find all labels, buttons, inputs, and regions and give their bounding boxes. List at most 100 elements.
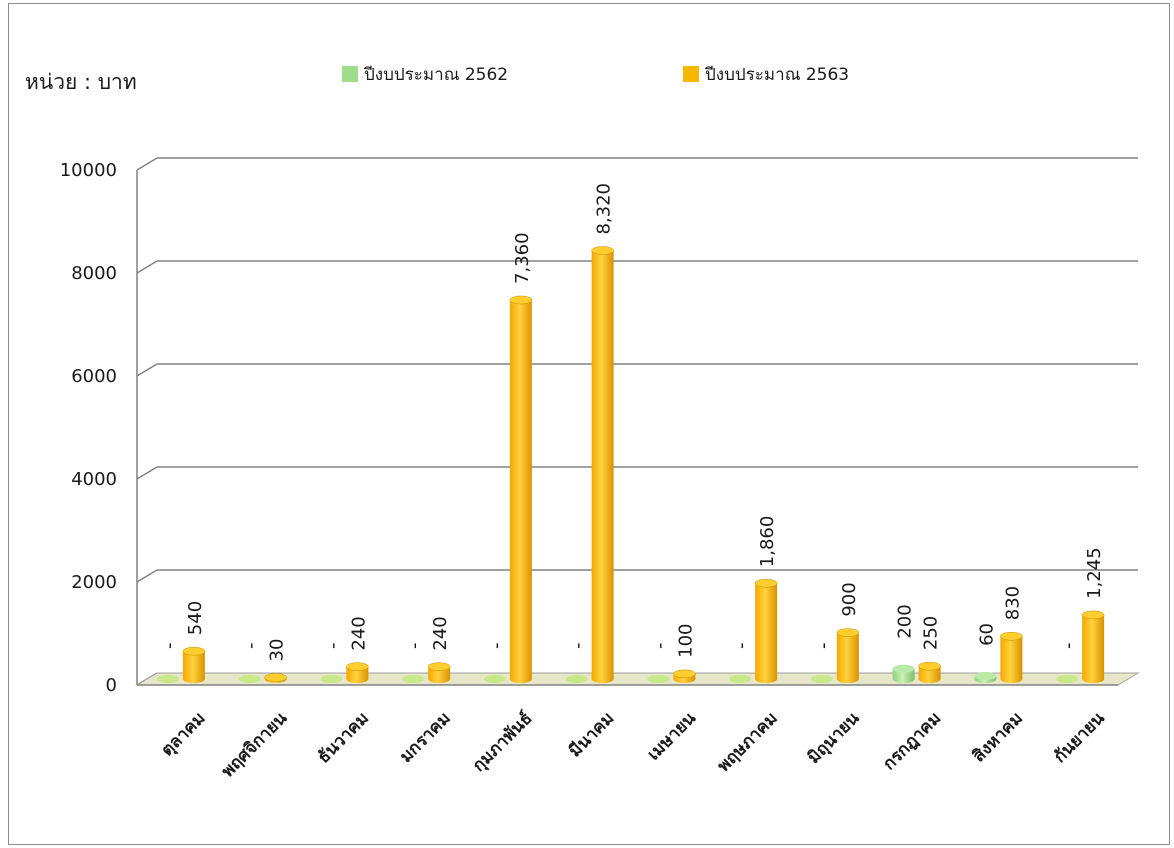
- bar-2563: [264, 673, 287, 683]
- bar-body: [509, 299, 532, 679]
- unit-label: หน่วย : บาท: [25, 70, 137, 94]
- bar-base: [918, 675, 941, 683]
- bar-base: [1082, 675, 1105, 683]
- bar-top: [836, 628, 860, 637]
- data-label-2563: 100: [675, 623, 696, 657]
- bar-body: [182, 651, 205, 679]
- data-label-2563: 830: [1002, 586, 1023, 620]
- data-label-2563: 1,245: [1084, 547, 1105, 599]
- bar-base: [509, 675, 532, 683]
- bar-base: [892, 675, 915, 683]
- x-category-label: สิงหาคม: [969, 708, 1027, 766]
- bar-zero: [729, 675, 752, 683]
- bar-body: [1000, 636, 1023, 679]
- bar-body: [1082, 614, 1105, 679]
- bar-top: [509, 295, 533, 305]
- bar-zero: [238, 675, 261, 683]
- bar-top: [892, 664, 915, 673]
- x-category-label: กันยายน: [1050, 708, 1109, 767]
- x-category-label: มิถุนายน: [804, 708, 864, 768]
- bar-2563: [182, 646, 206, 683]
- chart-frame: [8, 3, 1170, 845]
- y-tick-label: 8000: [71, 263, 117, 284]
- bar-2562: [647, 675, 670, 683]
- bar-2562: [156, 675, 179, 683]
- data-label-2562: -: [1058, 643, 1079, 650]
- bar-top: [918, 661, 941, 671]
- bar-base: [755, 675, 778, 683]
- bar-body: [755, 583, 778, 679]
- bar-2563: [918, 661, 941, 683]
- y-tick-label: 0: [106, 675, 117, 696]
- y-tick-label: 10000: [60, 160, 117, 181]
- bar-2562: [810, 675, 833, 683]
- x-category-label: กุมภาพันธ์: [468, 708, 536, 776]
- bar-2563: [836, 628, 860, 683]
- bar-top: [754, 578, 778, 588]
- data-label-2563: 240: [430, 616, 451, 650]
- chart-floor: [135, 672, 1140, 686]
- legend-label-2562: ปีงบประมาณ 2562: [364, 64, 509, 85]
- bar-zero: [1056, 675, 1079, 683]
- data-label-2562: -: [813, 643, 834, 650]
- x-category-label: เมษายน: [644, 708, 700, 764]
- bar-2563: [346, 662, 369, 683]
- legend-item-2563: ปีงบประมาณ 2563: [683, 62, 849, 86]
- data-label-2562: -: [486, 643, 507, 650]
- data-label-2562: -: [404, 643, 425, 650]
- bar-2563: [591, 246, 614, 683]
- data-label-2563: 7,360: [512, 232, 533, 284]
- y-tick-label: 6000: [71, 366, 117, 387]
- bar-top: [673, 669, 696, 679]
- grid-layer: 0 2000 4000 6000 8000 10000: [60, 157, 1138, 696]
- bar-2562: [402, 675, 425, 683]
- data-label-2563: 30: [267, 639, 288, 662]
- bar-body: [892, 668, 915, 679]
- data-label-2562: -: [649, 643, 670, 650]
- bar-2563: [509, 295, 533, 683]
- bar-base: [182, 675, 205, 683]
- bar-base: [1000, 675, 1023, 683]
- bar-2562: [892, 664, 915, 683]
- bar-2562: [565, 675, 588, 683]
- bar-2563: [673, 669, 696, 683]
- bar-base: [428, 675, 451, 683]
- legend-label-2563: ปีงบประมาณ 2563: [705, 64, 850, 85]
- bar-2562: [1056, 675, 1079, 683]
- bar-zero: [565, 675, 588, 683]
- gridline-diagonal: [136, 569, 158, 583]
- gridline-diagonal: [136, 260, 158, 274]
- data-label-2563: 900: [839, 582, 860, 616]
- bar-zero: [320, 675, 343, 683]
- bar-base: [346, 675, 369, 683]
- bar-zero: [647, 675, 670, 683]
- bar-2562: [729, 675, 752, 683]
- bar-zero: [402, 675, 425, 683]
- bar-top: [182, 646, 206, 656]
- bar-top: [1081, 610, 1105, 620]
- bar-body: [591, 250, 614, 679]
- bars-layer: [156, 246, 1105, 683]
- bar-base: [836, 675, 859, 683]
- bar-2563: [1081, 610, 1105, 683]
- x-category-label: ธันวาคม: [314, 708, 373, 767]
- gridline-diagonal: [136, 157, 158, 171]
- data-label-2563: 240: [348, 616, 369, 650]
- x-category-label: มกราคม: [396, 708, 455, 767]
- legend-swatch-2563: [683, 66, 699, 82]
- bar-zero: [810, 675, 833, 683]
- x-category-label: พฤษภาคม: [714, 708, 782, 776]
- data-label-2562: -: [731, 643, 752, 650]
- bar-2562: [483, 675, 506, 683]
- legend-item-2562: ปีงบประมาณ 2562: [342, 62, 508, 86]
- data-label-2562: -: [159, 643, 180, 650]
- y-tick-label: 4000: [71, 469, 117, 490]
- bar-2562: [974, 671, 997, 683]
- data-label-2562: 60: [976, 623, 997, 646]
- bar-top: [591, 246, 614, 255]
- gridline-diagonal: [136, 466, 158, 480]
- bar-2562: [320, 675, 343, 683]
- x-category-label: กรกฎาคม: [879, 708, 945, 774]
